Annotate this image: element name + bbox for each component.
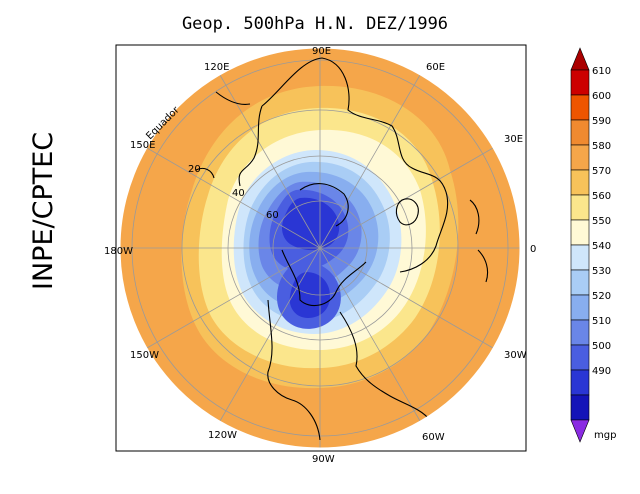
colorbar-swatch (570, 194, 590, 221)
colorbar-swatch (570, 69, 590, 96)
lon-label-0: 0 (530, 244, 536, 255)
colorbar-tick-label: 580 (592, 141, 611, 152)
colorbar-tick-label: 590 (592, 116, 611, 127)
colorbar-swatch (570, 94, 590, 121)
colorbar-bottom-arrow (570, 419, 590, 443)
lon-label-30w: 30W (504, 350, 527, 361)
colorbar-swatch (570, 394, 590, 421)
colorbar-top-arrow (570, 47, 590, 71)
lon-label-120e: 120E (204, 62, 229, 73)
map-disc-edge (119, 47, 521, 449)
lon-label-60e: 60E (426, 62, 445, 73)
coastlines (195, 57, 489, 441)
colorbar-tick-label: 610 (592, 66, 611, 77)
colorbar-tick-label: 560 (592, 191, 611, 202)
colorbar-swatch (570, 119, 590, 146)
colorbar-tick-label: 600 (592, 91, 611, 102)
lon-label-150w: 150W (130, 350, 159, 361)
colorbar-tick-label: 570 (592, 166, 611, 177)
colorbar-tick-label: 550 (592, 216, 611, 227)
colorbar-swatch (570, 244, 590, 271)
colorbar-tick-label: 540 (592, 241, 611, 252)
colorbar-tick-label: 500 (592, 341, 611, 352)
lat-label-40: 40 (232, 188, 245, 199)
colorbar-swatch (570, 294, 590, 321)
colorbar-swatch (570, 269, 590, 296)
lon-label-180w: 180W (104, 246, 133, 257)
lon-label-90e: 90E (312, 46, 331, 57)
lon-label-30e: 30E (504, 134, 523, 145)
colorbar-tick-label: 490 (592, 366, 611, 377)
graticule (120, 48, 520, 448)
lat-label-20: 20 (188, 164, 201, 175)
colorbar-swatch (570, 219, 590, 246)
colorbar-swatch (570, 319, 590, 346)
colorbar-swatch (570, 344, 590, 371)
colorbar-swatch (570, 369, 590, 396)
lon-label-120w: 120W (208, 430, 237, 441)
band-490 (282, 197, 340, 251)
lon-label-90w: 90W (312, 454, 335, 465)
lat-label-60: 60 (266, 210, 279, 221)
map-title: Geop. 500hPa H.N. DEZ/1996 (181, 14, 449, 34)
lon-label-60w: 60W (422, 432, 445, 443)
colorbar: 610 600 590 580 570 560 550 540 530 520 510 500 490 m… (570, 47, 616, 443)
colorbar-unit-label: mgp (594, 430, 616, 441)
map-frame (115, 44, 527, 452)
colorbar-swatch (570, 169, 590, 196)
colorbar-tick-label: 530 (592, 266, 611, 277)
colorbar-tick-label: 510 (592, 316, 611, 327)
colorbar-tick-label: 520 (592, 291, 611, 302)
colorbar-swatch (570, 144, 590, 171)
lon-label-150e: 150E (130, 140, 155, 151)
